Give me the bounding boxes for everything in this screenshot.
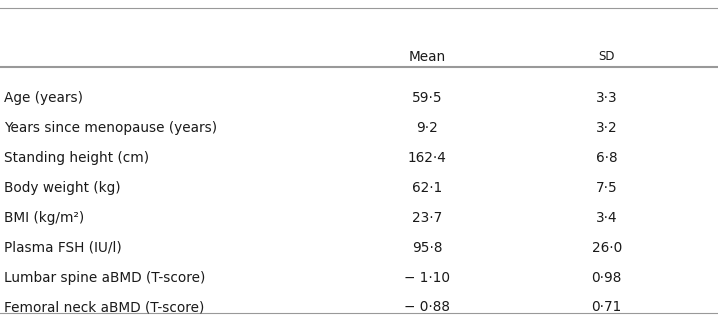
Text: Standing height (cm): Standing height (cm): [4, 151, 149, 165]
Text: Age (years): Age (years): [4, 91, 83, 106]
Text: Plasma FSH (IU/l): Plasma FSH (IU/l): [4, 241, 121, 255]
Text: 162·4: 162·4: [408, 151, 447, 165]
Text: 3·3: 3·3: [596, 91, 617, 106]
Text: Mean: Mean: [409, 50, 446, 64]
Text: 6·8: 6·8: [596, 151, 617, 165]
Text: 3·4: 3·4: [596, 211, 617, 225]
Text: 0·71: 0·71: [592, 300, 622, 315]
Text: Years since menopause (years): Years since menopause (years): [4, 121, 217, 135]
Text: 3·2: 3·2: [596, 121, 617, 135]
Text: 0·98: 0·98: [592, 271, 622, 285]
Text: 26·0: 26·0: [592, 241, 622, 255]
Text: − 1·10: − 1·10: [404, 271, 450, 285]
Text: 9·2: 9·2: [416, 121, 438, 135]
Text: 95·8: 95·8: [412, 241, 442, 255]
Text: SD: SD: [599, 50, 615, 63]
Text: BMI (kg/m²): BMI (kg/m²): [4, 211, 84, 225]
Text: − 0·88: − 0·88: [404, 300, 450, 315]
Text: 7·5: 7·5: [596, 181, 617, 195]
Text: 62·1: 62·1: [412, 181, 442, 195]
Text: 59·5: 59·5: [412, 91, 442, 106]
Text: Femoral neck aBMD (T-score): Femoral neck aBMD (T-score): [4, 300, 204, 315]
Text: 23·7: 23·7: [412, 211, 442, 225]
Text: Lumbar spine aBMD (T-score): Lumbar spine aBMD (T-score): [4, 271, 205, 285]
Text: Body weight (kg): Body weight (kg): [4, 181, 120, 195]
